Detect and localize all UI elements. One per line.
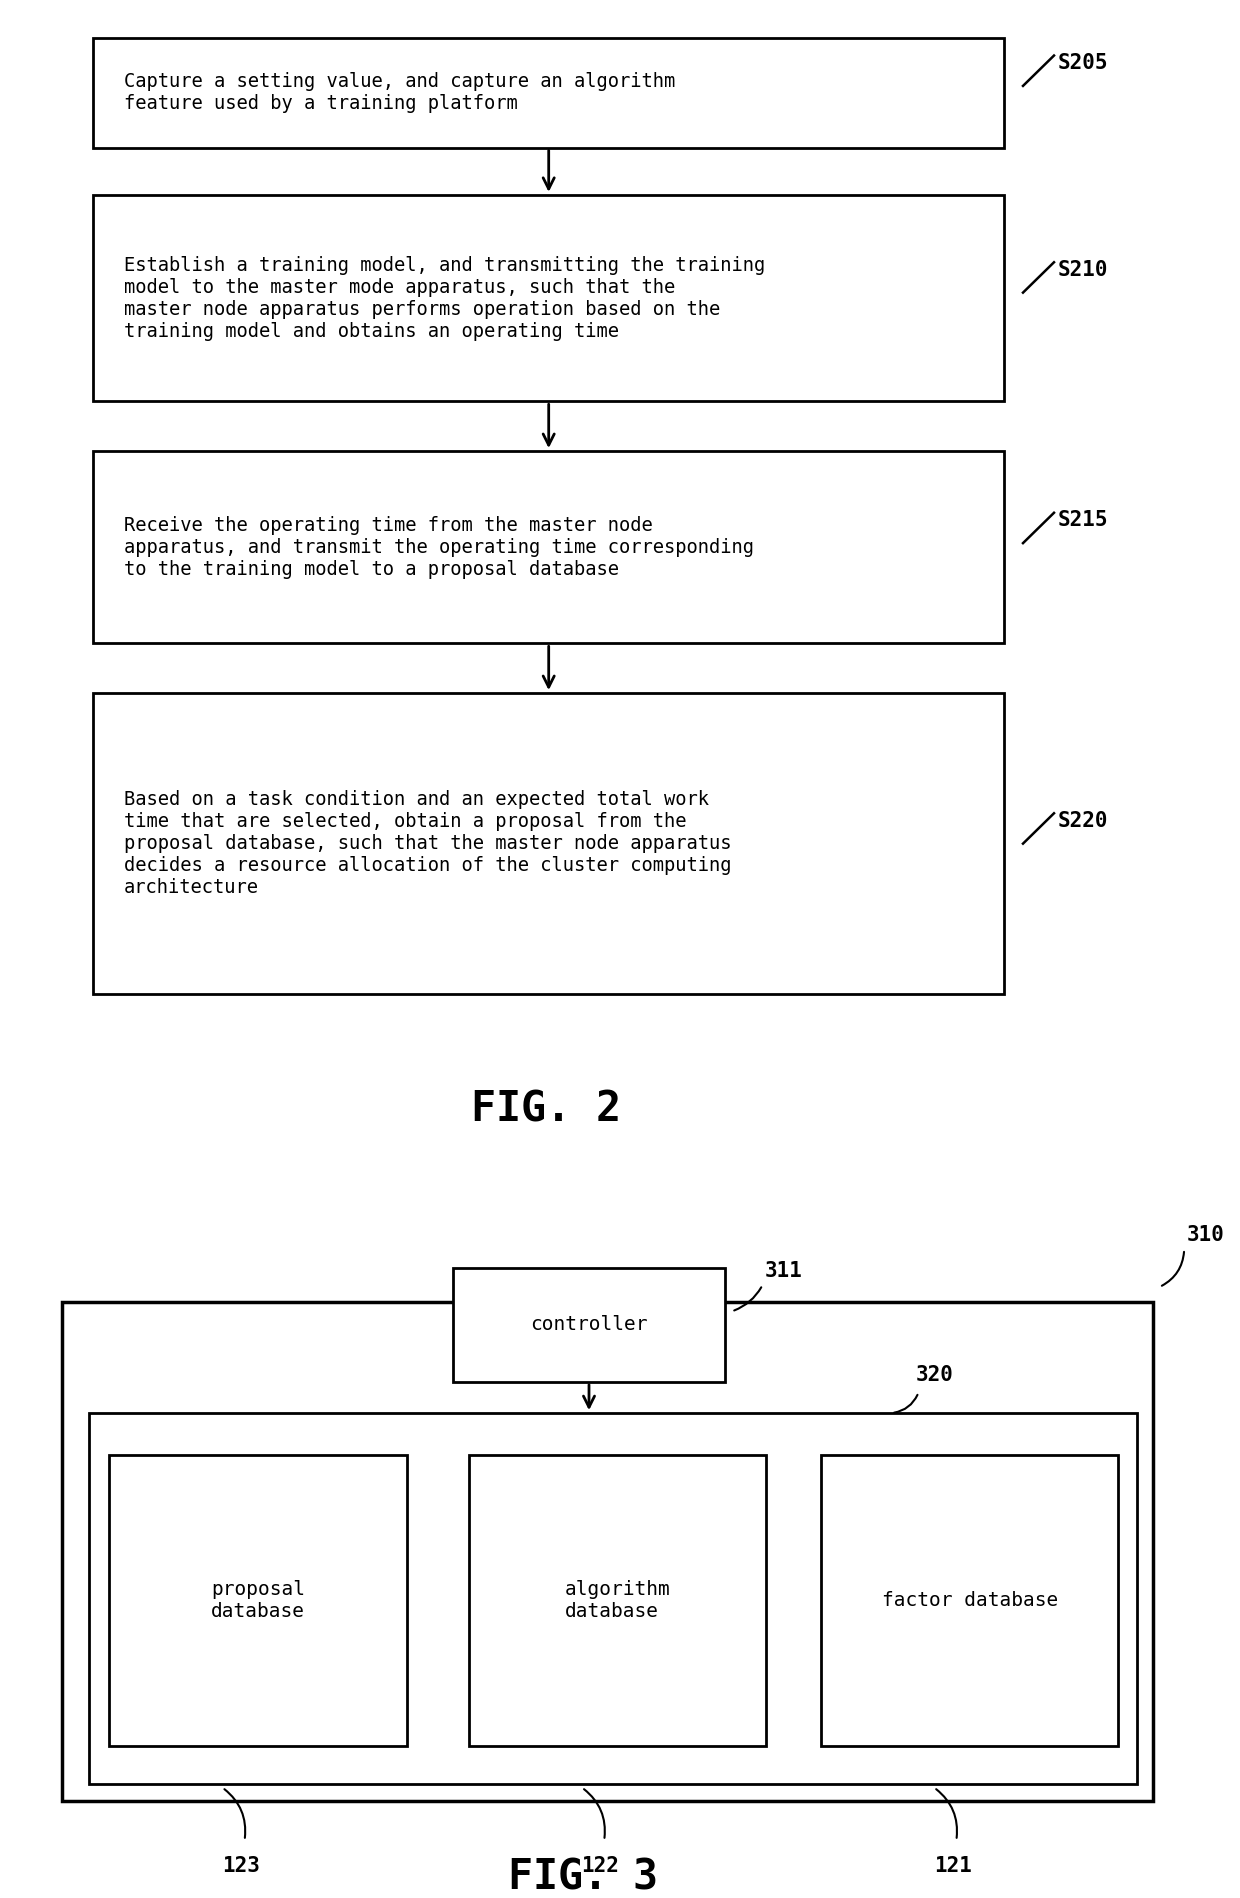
Bar bbox=[62, 1302, 1153, 1801]
Text: Establish a training model, and transmitting the training
model to the master mo: Establish a training model, and transmit… bbox=[124, 256, 765, 340]
Text: S215: S215 bbox=[1058, 511, 1109, 530]
Text: controller: controller bbox=[531, 1315, 647, 1334]
Bar bbox=[469, 1454, 766, 1746]
Bar bbox=[453, 1268, 725, 1382]
Bar bbox=[89, 1412, 1137, 1784]
Text: S220: S220 bbox=[1058, 810, 1109, 831]
Text: factor database: factor database bbox=[882, 1591, 1058, 1610]
Text: 311: 311 bbox=[765, 1260, 804, 1281]
Text: FIG. 3: FIG. 3 bbox=[508, 1856, 657, 1898]
Bar bbox=[93, 195, 1004, 400]
Text: 320: 320 bbox=[916, 1365, 954, 1386]
Text: S210: S210 bbox=[1058, 260, 1109, 279]
Bar bbox=[109, 1454, 407, 1746]
Text: 310: 310 bbox=[1187, 1226, 1225, 1245]
Bar bbox=[821, 1454, 1118, 1746]
Text: 123: 123 bbox=[222, 1856, 259, 1875]
Text: FIG. 2: FIG. 2 bbox=[471, 1089, 620, 1131]
Text: 122: 122 bbox=[582, 1856, 619, 1875]
Text: S205: S205 bbox=[1058, 53, 1109, 74]
Text: algorithm
database: algorithm database bbox=[564, 1579, 671, 1621]
Text: Capture a setting value, and capture an algorithm
feature used by a training pla: Capture a setting value, and capture an … bbox=[124, 72, 676, 114]
Bar bbox=[93, 693, 1004, 995]
Text: Based on a task condition and an expected total work
time that are selected, obt: Based on a task condition and an expecte… bbox=[124, 790, 732, 898]
Text: Receive the operating time from the master node
apparatus, and transmit the oper: Receive the operating time from the mast… bbox=[124, 516, 754, 579]
Bar bbox=[93, 38, 1004, 148]
Text: proposal
database: proposal database bbox=[211, 1579, 305, 1621]
Text: 121: 121 bbox=[934, 1856, 971, 1875]
Bar bbox=[93, 452, 1004, 643]
